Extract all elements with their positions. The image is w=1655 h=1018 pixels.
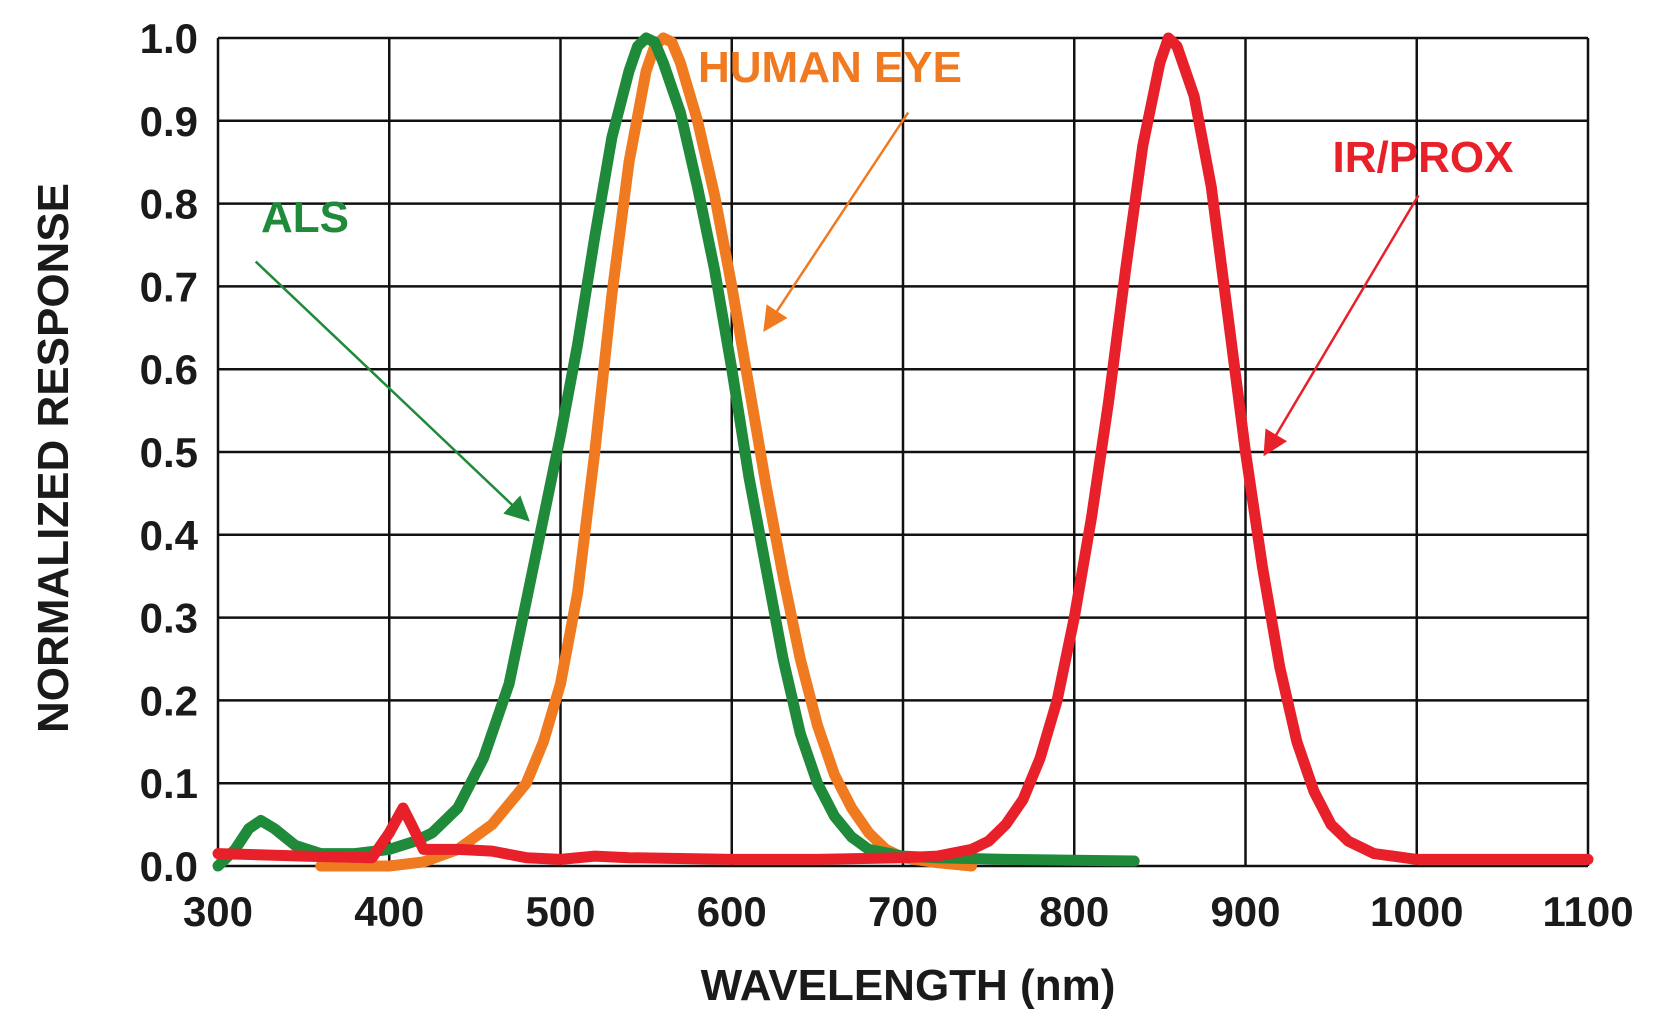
annotation-arrow bbox=[763, 111, 910, 332]
y-tick-label: 0.4 bbox=[140, 512, 199, 559]
x-tick-label: 800 bbox=[1039, 888, 1109, 935]
x-tick-label: 500 bbox=[525, 888, 595, 935]
y-tick-label: 0.7 bbox=[140, 263, 198, 310]
series-line-human-eye bbox=[315, 32, 977, 872]
x-axis-title: WAVELENGTH (nm) bbox=[701, 961, 1116, 1010]
y-tick-label: 0.2 bbox=[140, 677, 198, 724]
annotation-label: HUMAN EYE bbox=[698, 43, 962, 92]
y-tick-label: 0.9 bbox=[140, 98, 198, 145]
series-lines bbox=[212, 32, 1594, 872]
grid-lines bbox=[216, 36, 1590, 868]
annotation-label: IR/PROX bbox=[1333, 133, 1514, 182]
series-line-ir-prox bbox=[212, 32, 1594, 865]
y-tick-label: 0.3 bbox=[140, 595, 198, 642]
y-tick-labels: 0.0 0.1 0.2 0.3 0.4 0.5 0.6 0.7 0.8 0.9 1.0 bbox=[140, 15, 199, 890]
x-tick-label: 1100 bbox=[1542, 888, 1633, 935]
y-tick-label: 0.5 bbox=[140, 429, 198, 476]
y-tick-label: 0.0 bbox=[140, 843, 198, 890]
x-tick-label: 700 bbox=[868, 888, 938, 935]
series-annotations: ALS HUMAN EYE IR/PROX bbox=[254, 43, 1514, 522]
x-tick-label: 1000 bbox=[1370, 888, 1463, 935]
y-tick-label: 0.8 bbox=[140, 181, 198, 228]
annotation-label: ALS bbox=[261, 193, 349, 242]
annotation-arrow bbox=[1263, 194, 1420, 457]
y-tick-label: 1.0 bbox=[140, 15, 198, 62]
x-tick-labels: 300 400 500 600 700 800 900 1000 1100 bbox=[183, 888, 1634, 935]
x-tick-label: 900 bbox=[1210, 888, 1280, 935]
x-tick-label: 400 bbox=[354, 888, 424, 935]
y-tick-label: 0.1 bbox=[140, 760, 198, 807]
x-tick-label: 300 bbox=[183, 888, 253, 935]
y-tick-label: 0.6 bbox=[140, 346, 198, 393]
y-axis-title: NORMALIZED RESPONSE bbox=[29, 183, 78, 733]
annotation-arrow bbox=[254, 260, 530, 522]
x-tick-label: 600 bbox=[697, 888, 767, 935]
